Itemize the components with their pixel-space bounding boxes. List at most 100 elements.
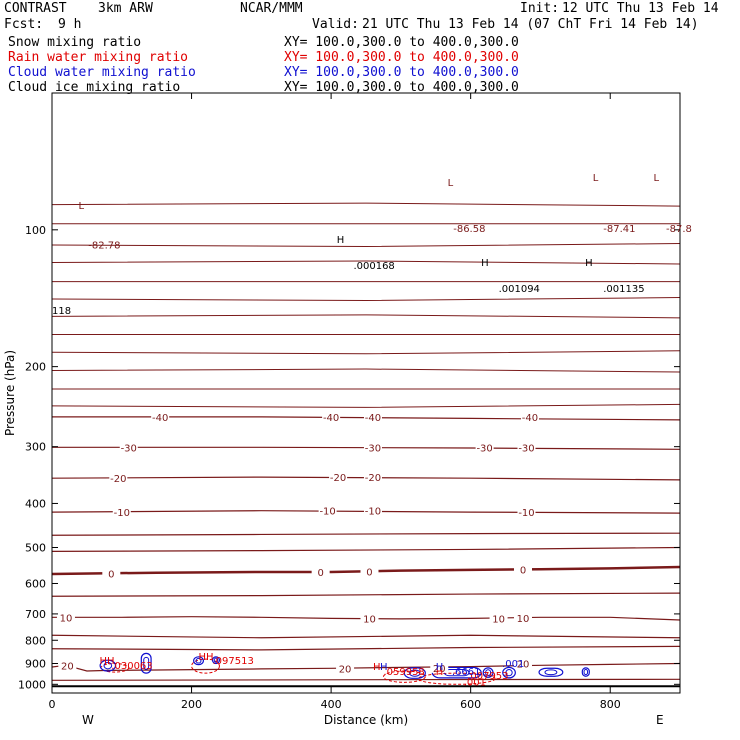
- contour-label: -30: [476, 443, 492, 454]
- contour-label-bg: [311, 565, 330, 577]
- extremum-label: .001: [502, 659, 524, 670]
- isotherm: [52, 546, 680, 553]
- extremum-label: .059958: [383, 667, 424, 678]
- contour-label: 20: [517, 660, 530, 671]
- y-tick-label: 100: [25, 224, 46, 237]
- x-tick-label: 400: [321, 698, 342, 711]
- extremum-label: .030063: [111, 661, 152, 672]
- contour-label-bg: [489, 612, 508, 624]
- cloud-water-contour: [99, 659, 117, 672]
- y-tick-label: 700: [25, 608, 46, 621]
- contour-label: -40: [152, 413, 168, 424]
- fcst-value: 9 h: [58, 17, 82, 32]
- cloud-water-contour: [213, 657, 219, 663]
- isotherm: [52, 678, 680, 681]
- contour-label: 20: [433, 664, 446, 675]
- contour-label: -20: [330, 473, 346, 484]
- extremum-label: HH: [99, 656, 114, 667]
- cloud-water-contour: [193, 656, 205, 666]
- upper-isotherm: [52, 297, 680, 302]
- valid-time: 21 UTC Thu 13 Feb 14 (07 ChT Fri 14 Feb …: [362, 17, 699, 32]
- extremum-label: L: [593, 173, 599, 184]
- y-tick-label: 600: [25, 577, 46, 590]
- rain-contour: [417, 672, 496, 685]
- contour-label: 20: [339, 665, 352, 676]
- contour-label: -30: [121, 443, 137, 454]
- legend-cloud-ice: Cloud ice mixing ratio: [8, 80, 181, 95]
- contour-label-bg: [363, 410, 382, 422]
- contour-label-bg: [514, 563, 532, 575]
- isotherm: [52, 532, 680, 536]
- contour-label-bg: [517, 441, 536, 453]
- contour-label-bg: [336, 662, 355, 674]
- contour-label: -10: [114, 508, 130, 519]
- contour-label-bg: [109, 472, 128, 484]
- model-name: CONTRAST: [4, 1, 67, 16]
- x-tick-label: 800: [600, 698, 621, 711]
- model-config: 3km ARW: [98, 1, 153, 16]
- legend-cloud-water: Cloud water mixing ratio: [8, 65, 196, 80]
- extremum-label: .000168: [353, 261, 394, 272]
- y-tick-label: 900: [25, 658, 46, 671]
- isotherm-0: [52, 565, 680, 576]
- extremum-label: .001: [464, 677, 486, 688]
- extremum-label: H: [585, 258, 593, 269]
- isotherm: [52, 645, 680, 651]
- contour-label-bg: [363, 504, 382, 516]
- contour-label: -10: [319, 507, 335, 518]
- extremum-label: .007953: [467, 671, 508, 682]
- contour-label: 10: [517, 614, 530, 625]
- isotherm: [52, 634, 680, 639]
- upper-isotherm: [52, 243, 680, 248]
- east-label: E: [656, 713, 664, 727]
- upper-isotherm: [52, 202, 680, 207]
- extremum-label: -87.8: [666, 224, 692, 235]
- upper-isotherm: [52, 314, 680, 319]
- contour-label: -40: [323, 413, 339, 424]
- legend-rain: Rain water mixing ratio: [8, 50, 189, 65]
- contour-label-bg: [102, 567, 121, 579]
- x-tick-label: 0: [49, 698, 56, 711]
- extremum-label: .001094: [499, 284, 540, 295]
- extremum-label: -82.78: [88, 241, 120, 252]
- contour-label-bg: [517, 506, 536, 518]
- contour-label-bg: [322, 410, 341, 422]
- cloud-water-contour: [140, 652, 152, 674]
- cloud-water-contour: [502, 666, 516, 679]
- cloud-water-contour: [583, 669, 589, 676]
- contour-label-bg: [360, 612, 379, 624]
- contour-label-bg: [329, 471, 348, 483]
- legend-snow-xy: XY= 100.0,300.0 to 400.0,300.0: [284, 35, 519, 50]
- contour-label: -10: [518, 508, 534, 519]
- upper-isotherm: [52, 368, 680, 373]
- cloud-water-contour: [538, 667, 564, 677]
- contour-label: -30: [518, 443, 534, 454]
- west-label: W: [82, 713, 94, 727]
- contour-label-bg: [514, 657, 532, 669]
- cloud-water-contour: [581, 667, 590, 677]
- legend-cloud-ice-xy: XY= 100.0,300.0 to 400.0,300.0: [284, 80, 519, 95]
- extremum-label: HH: [199, 652, 214, 663]
- extremum-label: H: [481, 258, 489, 269]
- rain-contour: [191, 658, 220, 674]
- y-tick-label: 400: [25, 497, 46, 510]
- contour-label: -40: [522, 413, 538, 424]
- cloud-water-contour: [505, 669, 513, 677]
- contour-label-bg: [119, 441, 138, 453]
- valid-label: Valid:: [312, 17, 359, 32]
- contour-label-bg: [475, 441, 494, 453]
- cloud-water-contour: [143, 656, 150, 670]
- extremum-label: L: [79, 201, 85, 212]
- contour-label: -20: [365, 473, 381, 484]
- contour-label-bg: [520, 410, 539, 422]
- extremum-label: H: [337, 235, 345, 246]
- contour-label-bg: [112, 506, 131, 518]
- y-tick-label: 200: [25, 361, 46, 374]
- fcst-label: Fcst:: [4, 17, 44, 32]
- x-tick-label: 200: [181, 698, 202, 711]
- plot-frame: [51, 92, 681, 694]
- contour-label: 10: [60, 613, 73, 624]
- contour-label-bg: [363, 471, 382, 483]
- extremum-label: H: [380, 662, 388, 673]
